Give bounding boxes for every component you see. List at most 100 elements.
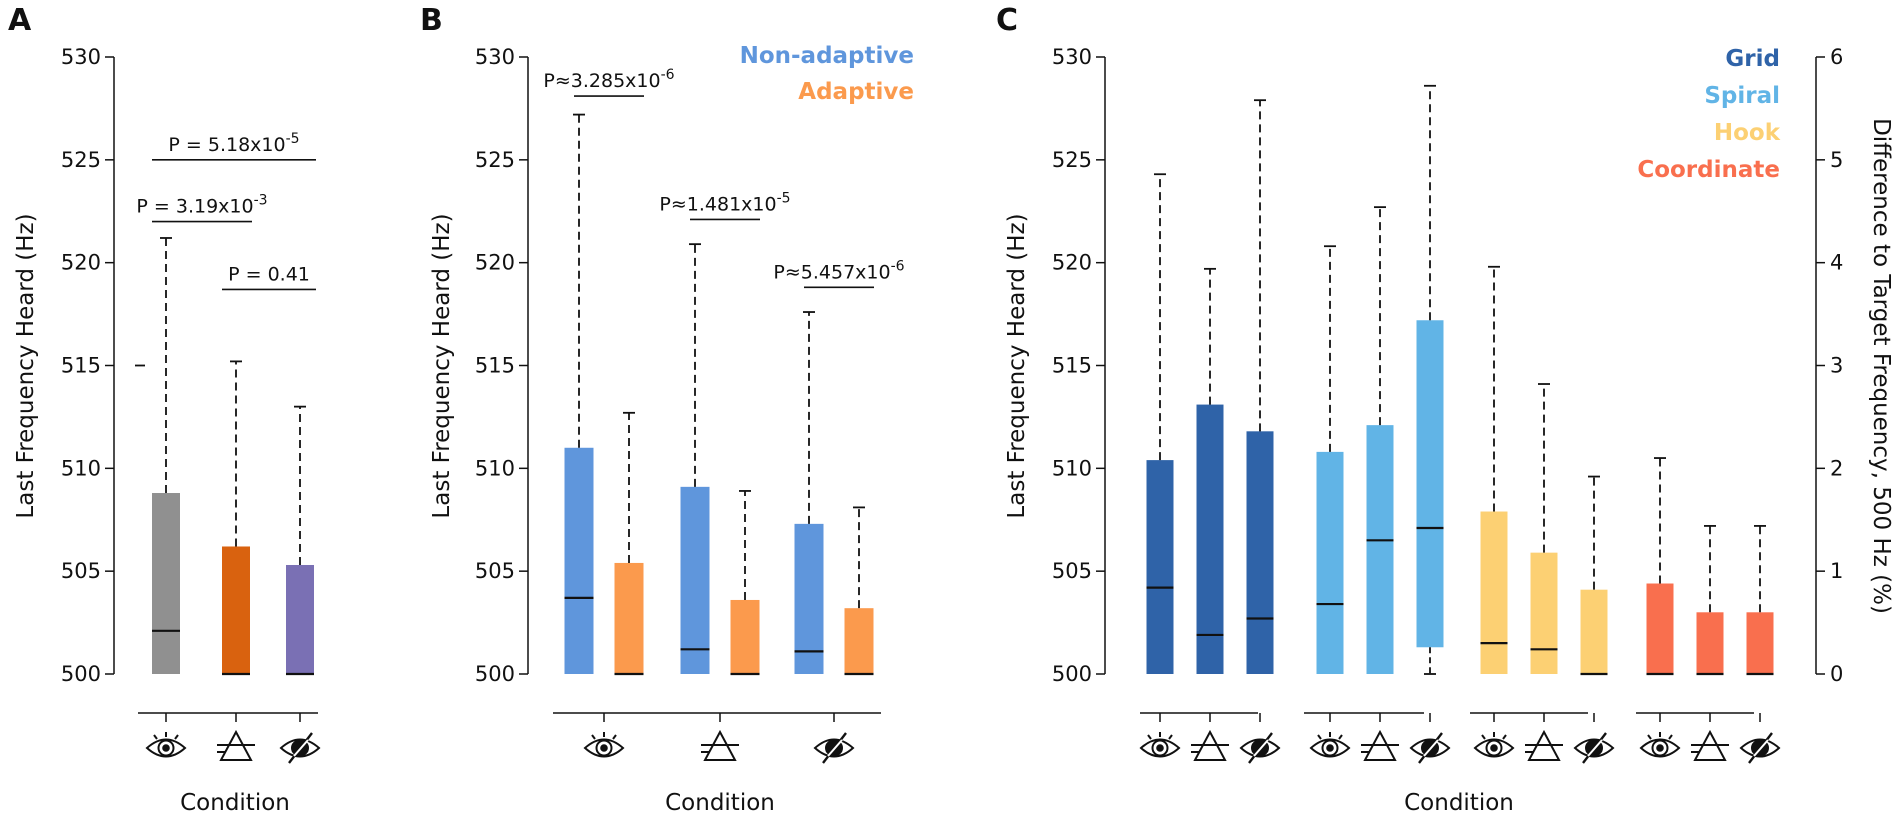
box	[614, 562, 644, 674]
box	[1416, 320, 1444, 648]
y-tick-label: 515	[1052, 354, 1092, 378]
p-value-text: P = 0.41	[228, 263, 310, 285]
eye-lash	[153, 734, 158, 740]
triangle-icon	[1691, 729, 1729, 761]
panel-c-letter: C	[996, 3, 1018, 38]
x-axis-label: Condition	[1404, 790, 1514, 816]
y-tick-label: 520	[475, 251, 515, 275]
slash-gap	[1587, 739, 1603, 757]
box	[1246, 431, 1274, 674]
box	[286, 564, 314, 674]
eye-outline	[1639, 738, 1681, 758]
eye-outline	[1473, 738, 1515, 758]
legend-non-adaptive: Non-adaptive	[740, 43, 914, 69]
p-value-label: P = 3.19x10-3	[136, 193, 267, 218]
eye-slash-icon	[813, 732, 855, 764]
p-value-label: P = 0.41	[228, 263, 310, 285]
eye-iris	[1321, 739, 1339, 757]
eye-iris	[1485, 739, 1503, 757]
p-value-text: P≈3.285x10	[543, 70, 660, 92]
eye-lash	[1338, 734, 1343, 740]
slash-gap	[1423, 739, 1439, 757]
y-tick-label: 505	[61, 559, 101, 583]
y2-tick-label: 2	[1830, 456, 1843, 480]
box	[1530, 552, 1558, 674]
y2-tick-label: 4	[1830, 251, 1843, 275]
y-tick-label: 510	[475, 456, 515, 480]
y-tick-label: 525	[1052, 148, 1092, 172]
legend-coordinate: Coordinate	[1637, 157, 1780, 183]
y-tick-label: 520	[61, 251, 101, 275]
y-tick-label: 525	[61, 148, 101, 172]
p-value-label: P≈3.285x10-6	[543, 67, 674, 92]
y-tick-label: 530	[61, 45, 101, 69]
eye-outline	[813, 738, 855, 758]
box	[1316, 451, 1344, 674]
eye-lash	[1317, 734, 1322, 740]
eye-slash-icon	[1239, 732, 1281, 764]
eye-lash	[1168, 734, 1173, 740]
p-value-exponent: -6	[661, 67, 675, 83]
y-tick-label: 515	[61, 354, 101, 378]
triangle-icon	[1525, 729, 1563, 761]
y2-tick-label: 0	[1830, 662, 1843, 686]
box	[680, 486, 710, 674]
eye-lash	[1647, 734, 1652, 740]
eye-outline	[1409, 738, 1451, 758]
eye-outline	[1573, 738, 1615, 758]
slash-gap	[1253, 739, 1269, 757]
y-tick-label: 500	[61, 662, 101, 686]
x-axis-label: Condition	[665, 790, 775, 816]
eye-iris	[1651, 739, 1669, 757]
p-value-exponent: -5	[777, 190, 791, 206]
eye-outline	[279, 738, 321, 758]
triangle-icon	[217, 729, 255, 761]
eye-lash	[1668, 734, 1673, 740]
y-tick-label: 505	[475, 559, 515, 583]
slash-gap	[827, 739, 843, 757]
box	[1196, 404, 1224, 674]
box	[1480, 511, 1508, 674]
eye-icon	[583, 732, 625, 758]
y2-tick-label: 1	[1830, 559, 1843, 583]
p-value-label: P≈5.457x10-6	[773, 258, 904, 283]
box	[730, 599, 760, 674]
box	[1746, 612, 1774, 674]
eye-outline	[583, 738, 625, 758]
y-tick-label: 500	[1052, 662, 1092, 686]
p-value-exponent: -6	[891, 258, 905, 274]
eye-slash-icon	[1409, 732, 1451, 764]
eye-pupil	[1656, 744, 1664, 752]
eye-iris	[157, 739, 175, 757]
legend-adaptive: Adaptive	[798, 79, 914, 105]
eye-slash-icon	[1573, 732, 1615, 764]
y2-axis-label: Difference to Target Frequency, 500 Hz (…	[1868, 118, 1894, 614]
p-value-text: P≈5.457x10	[773, 261, 890, 283]
panel-b: 500 505 510 515 520 525 530 Last Frequency Hear…	[429, 43, 914, 816]
box	[1696, 612, 1724, 674]
eye-lash	[1481, 734, 1486, 740]
eye-icon	[1639, 732, 1681, 758]
p-value-text: P = 5.18x10	[168, 134, 285, 156]
y2-tick-label: 5	[1830, 148, 1843, 172]
eye-iris	[1151, 739, 1169, 757]
eye-slash-icon	[1739, 732, 1781, 764]
eye-icon	[1139, 732, 1181, 758]
box	[1646, 583, 1674, 674]
triangle-icon	[1361, 729, 1399, 761]
triangle-icon	[1191, 729, 1229, 761]
y-tick-label: 505	[1052, 559, 1092, 583]
eye-lash	[174, 734, 179, 740]
eye-icon	[145, 732, 187, 758]
box	[1366, 425, 1394, 674]
y-tick-label: 510	[61, 456, 101, 480]
y-tick-label: 530	[475, 45, 515, 69]
p-value-text: P = 3.19x10	[136, 196, 253, 218]
box	[564, 447, 594, 674]
box	[1146, 460, 1174, 674]
y-axis-label: Last Frequency Heard (Hz)	[1004, 213, 1030, 518]
box	[794, 523, 824, 674]
box	[844, 608, 874, 674]
box	[152, 493, 180, 674]
